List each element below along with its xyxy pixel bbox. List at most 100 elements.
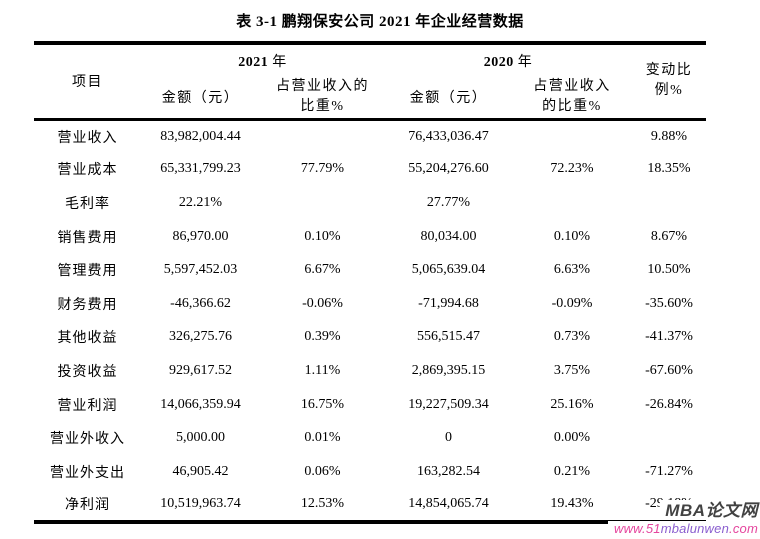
- cell-ratio-2021: 0.10%: [304, 228, 341, 244]
- cell-item: 营业外收入: [50, 432, 125, 448]
- cell-item: 财务费用: [57, 297, 118, 313]
- ratio-2021-line2: 比重%: [300, 99, 345, 115]
- change-ratio-line1: 变动比: [645, 63, 693, 78]
- table-row: 营业成本 65,331,799.23 77.79% 55,204,276.60 …: [34, 153, 706, 187]
- cell-item: 营业外支出: [50, 465, 125, 481]
- table-body: 营业收入 83,982,004.44 76,433,036.47 9.88% 营…: [34, 119, 706, 522]
- cell-ratio-2021: -0.06%: [302, 295, 343, 311]
- watermark: MBA论文网 www.51mbalunwen.com: [607, 499, 758, 538]
- cell-item: 其他收益: [57, 331, 118, 347]
- cell-ratio-2020: [512, 119, 632, 153]
- year-2021-unit: 年: [272, 55, 288, 70]
- table-row: 净利润 10,519,963.74 12.53% 14,854,065.74 1…: [34, 489, 706, 523]
- cell-ratio-2021: 16.75%: [300, 396, 345, 412]
- cell-ratio-2020: 6.63%: [553, 262, 591, 278]
- cell-ratio-2021: 12.53%: [300, 496, 345, 512]
- cell-change: -35.60%: [645, 295, 693, 311]
- table-header: 项目 2021 年 2020 年 变动比 例% 金额（元） 占营业收入的 比重% 金…: [34, 43, 706, 121]
- cell-amount-2021: 14,066,359.94: [160, 396, 241, 412]
- cell-change: 10.50%: [647, 262, 691, 278]
- cell-amount-2021: 326,275.76: [169, 329, 232, 345]
- ratio-2021-line1: 占营业收入的: [276, 79, 369, 94]
- cell-change: [632, 421, 706, 455]
- cell-ratio-2020: -0.09%: [551, 295, 593, 311]
- watermark-url-tld: .com: [729, 521, 758, 537]
- col-header-item: 项目: [34, 43, 141, 121]
- cell-item: 管理费用: [57, 264, 118, 280]
- cell-ratio-2021: 0.01%: [304, 430, 341, 446]
- table-row: 财务费用 -46,366.62 -0.06% -71,994.68 -0.09%…: [34, 287, 706, 321]
- table-row: 营业外支出 46,905.42 0.06% 163,282.54 0.21% -…: [34, 455, 706, 489]
- cell-ratio-2021: 0.06%: [304, 463, 341, 479]
- cell-amount-2021: 83,982,004.44: [160, 128, 241, 144]
- cell-amount-2020: 556,515.47: [417, 329, 480, 345]
- cell-amount-2021: 22.21%: [178, 195, 223, 211]
- cell-amount-2020: 2,869,395.15: [411, 363, 486, 379]
- table-row: 销售费用 86,970.00 0.10% 80,034.00 0.10% 8.6…: [34, 220, 706, 254]
- col-header-amount-2021: 金额（元）: [141, 77, 260, 121]
- col-header-year-2020: 2020 年: [385, 43, 632, 77]
- cell-amount-2021: 5,000.00: [176, 430, 225, 446]
- cell-amount-2021: 929,617.52: [169, 363, 232, 379]
- cell-amount-2020: 76,433,036.47: [408, 128, 489, 144]
- watermark-url: www.51mbalunwen.com: [607, 521, 758, 538]
- cell-item: 净利润: [65, 498, 110, 514]
- cell-amount-2021: 46,905.42: [172, 463, 229, 479]
- watermark-url-prefix: www.51: [613, 521, 661, 537]
- cell-amount-2021: 10,519,963.74: [160, 496, 241, 512]
- table-row: 投资收益 929,617.52 1.11% 2,869,395.15 3.75%…: [34, 354, 706, 388]
- cell-item: 销售费用: [57, 230, 118, 246]
- table-row: 营业利润 14,066,359.94 16.75% 19,227,509.34 …: [34, 388, 706, 422]
- cell-change: -26.84%: [645, 396, 693, 412]
- cell-change: -71.27%: [645, 463, 693, 479]
- cell-ratio-2020: 0.21%: [553, 463, 591, 479]
- cell-change: 18.35%: [647, 161, 691, 177]
- cell-item: 营业收入: [57, 130, 118, 146]
- cell-change: -41.37%: [645, 329, 693, 345]
- cell-item: 投资收益: [57, 365, 118, 381]
- cell-amount-2021: 5,597,452.03: [163, 262, 238, 278]
- year-2020-number: 2020: [483, 55, 514, 70]
- cell-ratio-2021: 6.67%: [304, 262, 341, 278]
- col-header-change-ratio: 变动比 例%: [632, 43, 706, 121]
- table-row: 管理费用 5,597,452.03 6.67% 5,065,639.04 6.6…: [34, 253, 706, 287]
- table-row: 营业收入 83,982,004.44 76,433,036.47 9.88%: [34, 119, 706, 153]
- col-header-ratio-2020: 占营业收入 的比重%: [512, 77, 632, 121]
- table-row: 毛利率 22.21% 27.77%: [34, 186, 706, 220]
- cell-item: 毛利率: [65, 197, 110, 213]
- cell-ratio-2020: 19.43%: [550, 496, 594, 512]
- cell-amount-2021: 65,331,799.23: [160, 161, 241, 177]
- cell-ratio-2020: 25.16%: [550, 396, 594, 412]
- cell-change: 9.88%: [650, 128, 688, 144]
- col-header-amount-2020: 金额（元）: [385, 77, 512, 121]
- cell-ratio-2020: 3.75%: [553, 363, 591, 379]
- cell-item: 营业成本: [57, 163, 118, 179]
- cell-item: 营业利润: [57, 398, 118, 414]
- cell-ratio-2021: 0.39%: [304, 329, 341, 345]
- cell-change: [632, 186, 706, 220]
- change-ratio-line2: 例%: [654, 83, 684, 99]
- table-row: 其他收益 326,275.76 0.39% 556,515.47 0.73% -…: [34, 321, 706, 355]
- cell-amount-2021: 86,970.00: [172, 228, 229, 244]
- cell-ratio-2020: [512, 186, 632, 220]
- watermark-url-domain: mbalunwen: [660, 521, 730, 537]
- cell-ratio-2020: 0.00%: [553, 430, 591, 446]
- cell-amount-2021: -46,366.62: [170, 295, 231, 311]
- cell-amount-2020: 0: [445, 430, 452, 446]
- cell-amount-2020: 163,282.54: [417, 463, 480, 479]
- cell-ratio-2021: 1.11%: [304, 363, 341, 379]
- cell-ratio-2020: 72.23%: [550, 161, 594, 177]
- cell-amount-2020: 55,204,276.60: [408, 161, 489, 177]
- cell-ratio-2020: 0.73%: [553, 329, 591, 345]
- financial-data-table: 项目 2021 年 2020 年 变动比 例% 金额（元） 占营业收入的 比重% 金…: [34, 41, 706, 525]
- ratio-2020-line2: 的比重%: [542, 99, 602, 115]
- year-2021-number: 2021: [238, 55, 269, 70]
- cell-amount-2020: 14,854,065.74: [408, 496, 489, 512]
- col-header-year-2021: 2021 年: [141, 43, 385, 77]
- year-2020-unit: 年: [517, 55, 534, 70]
- cell-amount-2020: 19,227,509.34: [408, 396, 489, 412]
- table-row: 营业外收入 5,000.00 0.01% 0 0.00%: [34, 421, 706, 455]
- cell-change: -67.60%: [645, 363, 693, 379]
- watermark-logo-text: MBA论文网: [660, 499, 758, 521]
- cell-amount-2020: 5,065,639.04: [411, 262, 486, 278]
